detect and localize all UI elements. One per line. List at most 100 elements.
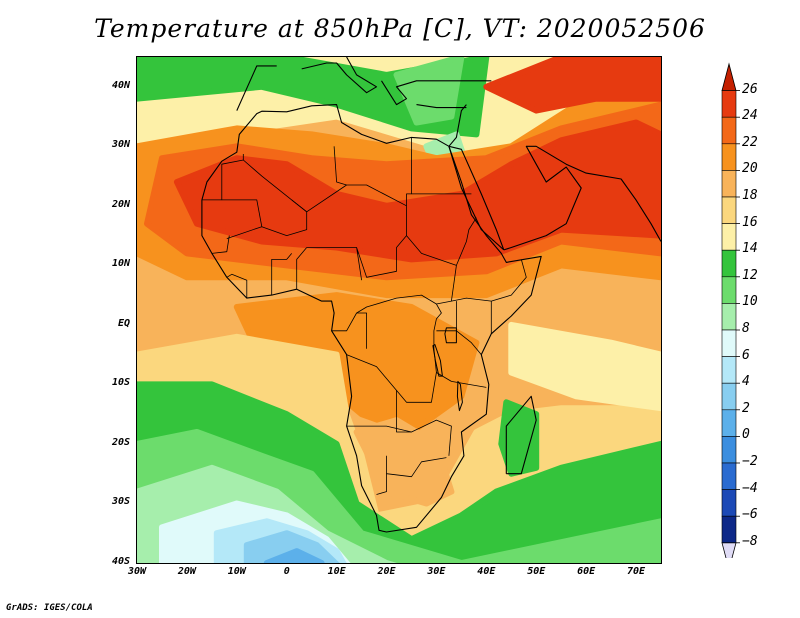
lat-tick-label: 10N — [111, 258, 130, 270]
lat-tick-label: 30N — [111, 139, 130, 151]
coastline-6 — [301, 57, 378, 94]
colorbar-label: 24 — [742, 108, 758, 124]
lat-tick-label: 40N — [111, 79, 130, 91]
lat-tick-label: 10S — [111, 377, 130, 389]
lakes — [432, 327, 463, 412]
country-border-22 — [271, 253, 293, 296]
colorbar-label: 0 — [742, 427, 750, 443]
country-border-17 — [346, 425, 412, 433]
temperature-map — [137, 57, 661, 563]
country-border-0 — [201, 154, 244, 201]
lat-tick-label: EQ — [117, 317, 130, 329]
colorbar-swatch — [721, 276, 737, 304]
country-border-19 — [386, 457, 447, 478]
country-borders — [201, 137, 527, 495]
temperature-region-17 — [263, 548, 325, 563]
colorbar — [721, 62, 740, 558]
colorbar-label: 10 — [742, 294, 758, 310]
colorbar-swatch — [721, 90, 737, 118]
map-title: Temperature at 850hPa [C], VT: 202005250… — [94, 14, 706, 43]
colorbar-label: −4 — [742, 480, 758, 496]
colorbar-label: 26 — [742, 81, 758, 97]
lon-tick-label: 50E — [527, 566, 546, 577]
coastline-2 — [505, 395, 537, 475]
country-border-14 — [436, 330, 482, 355]
colorbar-label: 18 — [742, 188, 758, 203]
country-border-21 — [296, 247, 308, 290]
country-border-20 — [331, 312, 368, 349]
colorbar-label: −8 — [742, 533, 758, 549]
lon-tick-label: 20E — [377, 566, 396, 577]
colorbar-swatch — [721, 143, 737, 171]
colorbar-swatch — [721, 356, 737, 384]
country-border-6 — [406, 193, 412, 206]
lat-tick-label: 20S — [111, 436, 130, 448]
temperature-field — [137, 57, 661, 563]
colorbar-label: 8 — [742, 321, 750, 336]
colorbar-top-arrow — [721, 62, 737, 91]
colorbar-label: 16 — [742, 214, 758, 230]
coastline-5 — [236, 65, 277, 111]
colorbar-swatch — [721, 489, 737, 517]
colorbar-swatch — [721, 303, 737, 331]
lon-tick-label: 20W — [177, 566, 196, 577]
temperature-region-18 — [498, 399, 540, 477]
colorbar-swatch — [721, 170, 737, 198]
colorbar-label: 4 — [742, 374, 750, 390]
colorbar-swatch — [721, 436, 737, 464]
lon-tick-label: 10E — [327, 566, 346, 577]
colorbar-label: 22 — [742, 134, 758, 150]
colorbar-label: 2 — [742, 400, 750, 416]
coastline-0 — [201, 104, 542, 533]
lon-tick-label: 30W — [127, 566, 147, 577]
colorbar-swatch — [721, 515, 737, 544]
lake-outline-0 — [444, 327, 457, 344]
colorbar-label: 6 — [742, 347, 750, 363]
lon-tick-label: 30E — [427, 566, 446, 577]
colorbar-label: −2 — [742, 454, 758, 469]
lat-tick-label: 30S — [111, 496, 130, 508]
lon-tick-label: 70E — [627, 566, 646, 577]
map-panel — [136, 56, 662, 564]
country-border-18 — [376, 455, 387, 495]
country-border-10 — [451, 259, 527, 302]
country-border-4 — [333, 146, 347, 186]
country-border-16 — [396, 390, 452, 456]
lon-tick-label: 10W — [227, 566, 246, 577]
lat-tick-label: 20N — [111, 198, 130, 210]
temperature-region-2 — [393, 57, 465, 126]
colorbar-bottom-arrow — [721, 542, 737, 558]
temperature-region-7 — [483, 57, 661, 114]
temperature-region-16 — [243, 530, 340, 563]
coastline-8 — [416, 104, 467, 109]
country-border-9 — [456, 217, 477, 266]
country-border-15 — [436, 372, 487, 388]
lake-outline-1 — [432, 344, 443, 377]
colorbar-swatch — [721, 223, 737, 251]
coastline-7 — [381, 80, 492, 106]
coastline-4 — [503, 145, 661, 251]
colorbar-label: 14 — [742, 241, 758, 257]
coastline-1 — [448, 145, 505, 251]
colorbar-swatch — [721, 462, 737, 490]
lon-tick-label: 60E — [577, 566, 596, 577]
software-credit: GrADS: IGES/COLA — [6, 603, 93, 613]
lat-tick-label: 40S — [111, 556, 130, 567]
lon-tick-label: 40E — [477, 566, 496, 577]
colorbar-swatch — [721, 196, 737, 224]
colorbar-swatch — [721, 116, 737, 145]
country-border-24 — [211, 235, 230, 254]
temperature-region-19 — [508, 321, 661, 412]
colorbar-swatch — [721, 382, 737, 411]
coastlines — [201, 57, 661, 533]
colorbar-label: 12 — [742, 267, 758, 283]
colorbar-swatch — [721, 329, 737, 357]
colorbar-label: 20 — [742, 161, 758, 177]
country-border-1 — [221, 199, 263, 239]
lon-tick-label: 0 — [283, 566, 290, 577]
colorbar-swatch — [721, 409, 737, 437]
country-border-23 — [226, 273, 248, 299]
lake-outline-2 — [456, 380, 463, 412]
temperature-region-6 — [173, 119, 661, 263]
colorbar-swatch — [721, 249, 737, 278]
